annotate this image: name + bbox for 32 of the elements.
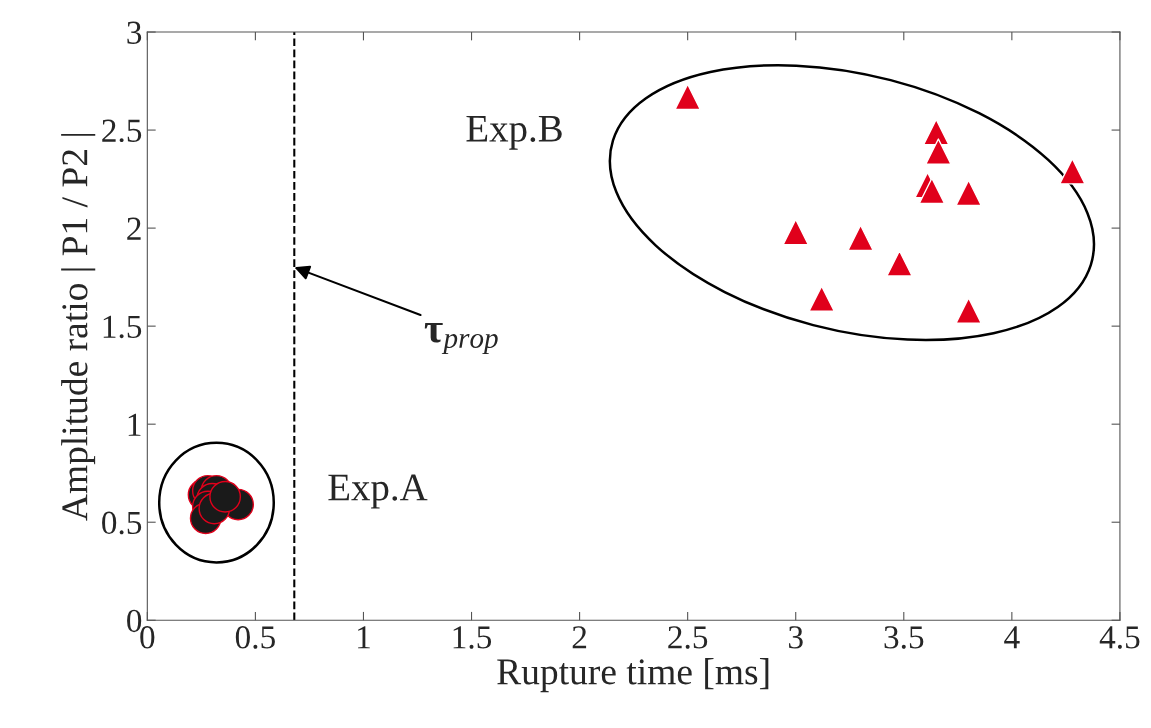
annotation: τ$_{prop}$ [424, 322, 498, 354]
x-tick-label: 3.5 [884, 626, 924, 649]
x-tick-label: 1 [358, 626, 370, 649]
x-tick-label: 0.5 [235, 626, 275, 649]
y-axis-title: Amplitude ratio | P1 / P2 | [61, 133, 96, 521]
y-tick-label: 2.5 [102, 119, 142, 143]
x-tick-label: 4.5 [1099, 626, 1140, 649]
point [955, 179, 982, 207]
point [922, 118, 950, 146]
x-axis-title: Rupture time [ms] [497, 658, 769, 693]
x-tick-label: 2 [572, 626, 587, 649]
x-tick-label: 3 [788, 626, 803, 649]
point [886, 250, 913, 277]
annotation: Exp.B [466, 115, 562, 150]
point [674, 83, 701, 111]
y-tick-label: 3 [127, 21, 142, 44]
x-tick-label: 2.5 [668, 626, 708, 649]
y-tick-label: 2 [127, 217, 141, 240]
point [782, 218, 810, 246]
y-tick-label: 0 [127, 609, 142, 633]
point [808, 285, 835, 313]
x-tick-label: 4 [1004, 626, 1020, 649]
y-tick-label: 1 [128, 413, 141, 436]
point [925, 138, 952, 165]
y-tick-label: 1.5 [103, 315, 142, 339]
point [847, 224, 874, 252]
point [955, 297, 982, 324]
annotation: Exp.A [328, 474, 428, 509]
y-tick-label: 0.5 [102, 511, 142, 535]
point [1059, 157, 1086, 185]
x-tick-label: 1.5 [453, 626, 492, 649]
point [918, 177, 946, 205]
